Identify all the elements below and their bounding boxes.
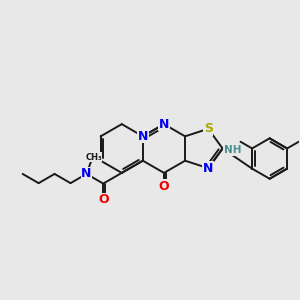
Text: O: O [159,180,169,193]
Text: N: N [81,167,92,180]
Text: N: N [159,118,169,130]
Text: N: N [203,162,214,175]
Text: CH₃: CH₃ [85,153,102,162]
Text: S: S [204,122,213,135]
Text: NH: NH [224,145,241,155]
Text: N: N [138,130,148,143]
Text: O: O [98,193,109,206]
